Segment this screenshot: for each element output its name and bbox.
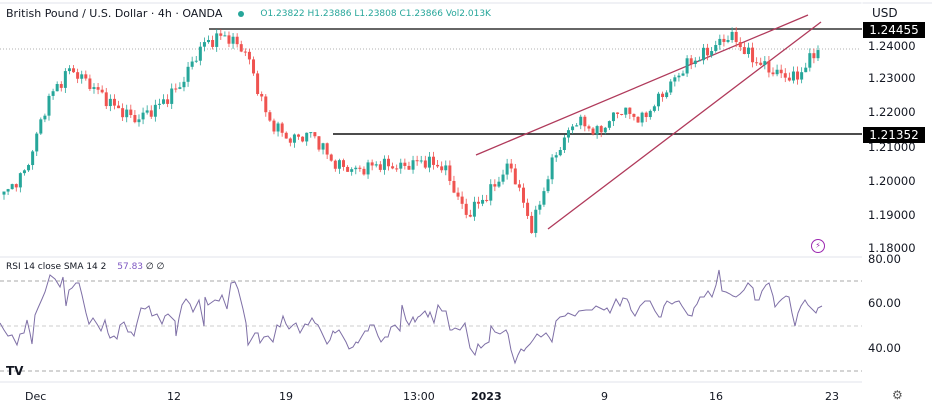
settings-gear-icon[interactable]: ⚙ <box>892 388 903 402</box>
wedge-lower-line[interactable] <box>547 21 822 230</box>
price-tick: 1.21000 <box>868 140 916 154</box>
time-tick: Dec <box>25 390 47 403</box>
time-tick: 13:00 <box>403 390 435 403</box>
symbol-legend[interactable]: British Pound / U.S. Dollar · 4h · OANDA… <box>6 7 491 20</box>
wedge-upper-line[interactable] <box>475 14 809 156</box>
rsi-value: 57.83 <box>117 262 144 272</box>
rsi-extra: ∅ ∅ <box>145 262 165 272</box>
rsi-legend[interactable]: RSI 14 close SMA 14 2 57.83 ∅ ∅ <box>6 262 164 272</box>
time-tick: 12 <box>167 390 181 403</box>
time-tick: 9 <box>601 390 608 403</box>
price-tick: 1.23000 <box>868 71 916 85</box>
symbol-title[interactable]: British Pound / U.S. Dollar · 4h · OANDA <box>6 7 223 20</box>
resistance-price-tag: 1.24455 <box>863 22 925 38</box>
time-tick: 16 <box>709 390 723 403</box>
rsi-label: RSI 14 close SMA 14 2 <box>6 262 107 272</box>
currency-label[interactable]: USD <box>872 6 898 20</box>
lightning-icon[interactable]: ⚡ <box>811 239 825 253</box>
rsi-tick: 60.00 <box>868 296 901 310</box>
time-tick: 23 <box>825 390 839 403</box>
market-status-icon <box>238 10 245 17</box>
rsi-tick: 40.00 <box>868 341 901 355</box>
candles <box>2 27 820 238</box>
price-tick: 1.22000 <box>868 105 916 119</box>
rsi-line <box>0 269 823 365</box>
price-tick: 1.18000 <box>868 241 916 255</box>
support-price-tag: 1.21352 <box>863 127 925 143</box>
price-tick: 1.20000 <box>868 174 916 188</box>
time-tick: 2023 <box>471 390 502 403</box>
tradingview-logo[interactable]: TV <box>6 364 24 378</box>
price-tick: 1.19000 <box>868 208 916 222</box>
ohlc-values: O1.23822 H1.23886 L1.23808 C1.23866 Vol2… <box>260 8 491 19</box>
time-tick: 19 <box>279 390 293 403</box>
rsi-tick: 80.00 <box>868 252 901 266</box>
price-tick: 1.24000 <box>868 39 916 53</box>
